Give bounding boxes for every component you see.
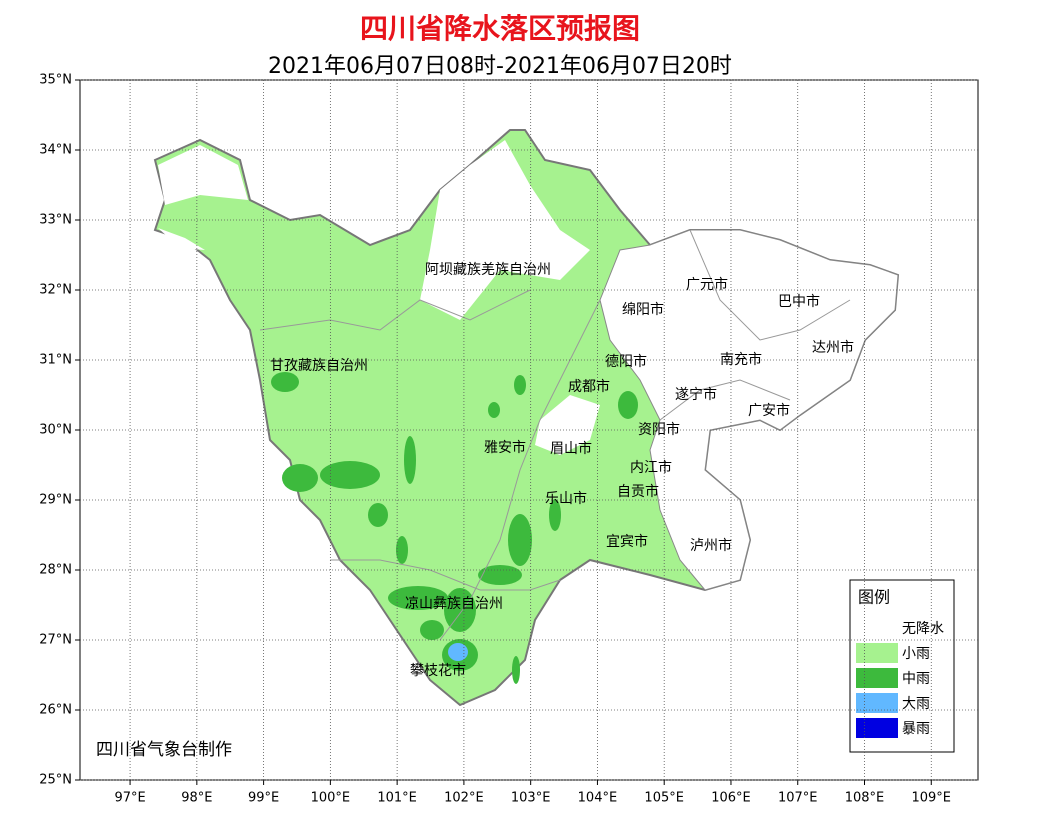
moderate-rain (420, 620, 444, 640)
moderate-rain (271, 372, 299, 392)
moderate-rain (512, 656, 520, 684)
credit: 四川省气象台制作 (96, 740, 232, 760)
region-label: 甘孜藏族自治州 (270, 358, 368, 374)
x-tick-label: 109°E (911, 791, 951, 806)
region-label: 乐山市 (545, 490, 587, 507)
x-tick-label: 108°E (845, 791, 885, 806)
x-tick-label: 101°E (377, 791, 417, 806)
x-tick-label: 100°E (311, 791, 351, 806)
moderate-rain (282, 464, 318, 492)
y-tick-label: 32°N (39, 283, 72, 298)
y-tick-label: 28°N (39, 563, 72, 578)
y-tick-label: 26°N (39, 703, 72, 718)
legend-swatch (856, 718, 898, 738)
y-tick-label: 27°N (39, 633, 72, 648)
boundary (330, 559, 561, 591)
chengdu-no-rain (535, 395, 600, 455)
x-tick-label: 104°E (578, 791, 618, 806)
legend-label: 无降水 (902, 621, 944, 637)
moderate-rain (488, 402, 500, 418)
x-tick-label: 98°E (181, 791, 212, 806)
boundary (689, 229, 851, 341)
y-tick-label: 31°N (39, 353, 72, 368)
region-label: 阿坝藏族羌族自治州 (425, 262, 551, 278)
boundaries (259, 229, 851, 641)
region-label: 广元市 (686, 276, 728, 293)
region-label: 德阳市 (605, 353, 647, 370)
moderate-rain (618, 391, 638, 419)
region-label: 泸州市 (690, 537, 732, 554)
region-label: 巴中市 (778, 293, 820, 310)
x-tick-label: 99°E (248, 791, 279, 806)
region-label: 遂宁市 (675, 386, 717, 403)
legend-swatch (856, 618, 898, 638)
boundary (439, 299, 601, 641)
map-title: 四川省降水落区预报图 (360, 12, 640, 45)
y-tick-label: 30°N (39, 423, 72, 438)
y-tick-label: 34°N (39, 143, 72, 158)
x-tick-label: 102°E (444, 791, 484, 806)
y-tick-label: 35°N (39, 73, 72, 88)
legend-swatch (856, 643, 898, 663)
legend-swatch (856, 693, 898, 713)
legend-label: 大雨 (902, 696, 930, 712)
moderate-rain (549, 499, 561, 531)
region-label: 内江市 (630, 459, 672, 476)
region-label: 成都市 (568, 378, 610, 395)
legend-label: 中雨 (902, 671, 930, 687)
legend-swatch (856, 668, 898, 688)
map-subtitle: 2021年06月07日08时-2021年06月07日20时 (268, 54, 732, 79)
moderate-rain (388, 586, 448, 610)
legend-label: 暴雨 (902, 721, 930, 737)
moderate-rain (514, 375, 526, 395)
region-label: 攀枝花市 (410, 662, 466, 679)
moderate-rain (444, 588, 476, 632)
legend-label: 小雨 (902, 646, 930, 662)
y-tick-label: 29°N (39, 493, 72, 508)
moderate-rain (508, 514, 532, 566)
west-no-rain (158, 228, 205, 250)
x-tick-label: 103°E (511, 791, 551, 806)
x-tick-label: 97°E (114, 791, 145, 806)
moderate-rain (368, 503, 388, 527)
x-tick-label: 106°E (711, 791, 751, 806)
moderate-rain (404, 436, 416, 484)
heavy-rain (448, 643, 468, 661)
region-label: 绵阳市 (622, 301, 664, 318)
region-label: 凉山彝族自治州 (405, 596, 503, 612)
moderate-rain (478, 565, 522, 585)
boundary (259, 289, 531, 331)
moderate-rain (396, 536, 408, 564)
moderate-rain (320, 461, 380, 489)
region-label: 广安市 (748, 402, 790, 419)
x-tick-label: 105°E (644, 791, 684, 806)
precipitation-areas (153, 129, 900, 707)
region-label: 南充市 (720, 351, 762, 368)
region-label: 宜宾市 (606, 533, 648, 550)
northwest-no-rain (158, 145, 248, 205)
region-label: 眉山市 (550, 440, 592, 457)
x-tick-label: 107°E (778, 791, 818, 806)
region-label: 达州市 (812, 339, 854, 356)
north-no-rain (420, 140, 590, 320)
legend-title: 图例 (858, 588, 890, 607)
region-label: 资阳市 (638, 421, 680, 438)
region-label: 雅安市 (484, 439, 526, 456)
region-label: 自贡市 (617, 483, 659, 500)
y-tick-label: 33°N (39, 213, 72, 228)
boundary (659, 379, 791, 421)
y-tick-label: 25°N (39, 773, 72, 788)
